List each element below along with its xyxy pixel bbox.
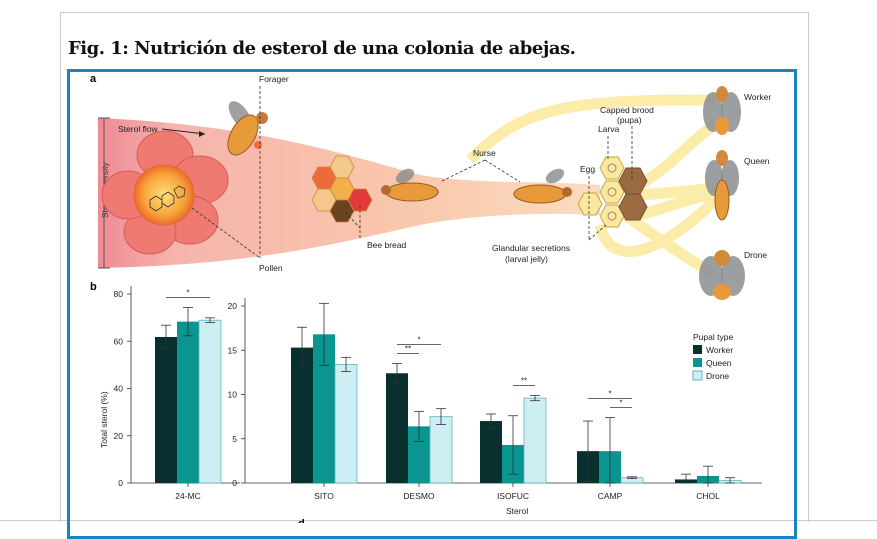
y-tick-label: 5: [232, 434, 237, 444]
drone-label: Drone: [744, 250, 767, 260]
bar-worker-sito: [291, 347, 313, 483]
panel-b-label: b: [90, 281, 97, 293]
x-axis-label: Sterol: [506, 506, 528, 516]
queen-label: Queen: [744, 156, 770, 166]
capped-brood-label: Capped brood: [600, 105, 654, 115]
drone-bee-icon: [699, 250, 745, 300]
sterol-flow-arrow-icon: [161, 128, 206, 135]
nurse-bee-icon: [381, 168, 439, 202]
glandular-secretions-label: Glandular secretions: [492, 243, 570, 253]
significance-mark: *: [619, 399, 622, 408]
bar-worker-24-mc: [155, 336, 177, 483]
legend-swatch-drone: [692, 370, 703, 381]
significance-mark: **: [521, 376, 527, 385]
legend-label-worker: Worker: [706, 345, 733, 355]
x-tick-label: CAMP: [598, 491, 623, 501]
significance-mark: *: [417, 336, 420, 345]
bar-drone-isofuc: [523, 397, 547, 484]
figure-title: Fig. 1: Nutrición de esterol de una colo…: [68, 38, 576, 59]
page-border-bottom: [0, 520, 877, 521]
legend-label-queen: Queen: [706, 358, 732, 368]
bar-drone-sito: [334, 364, 358, 484]
pupa-label: (pupa): [617, 115, 642, 125]
y-tick-label: 20: [114, 431, 124, 441]
y-tick-label: 0: [118, 478, 123, 488]
x-tick-label: SITO: [314, 491, 334, 501]
bar-drone-desmo: [429, 416, 453, 484]
panel-d-label: d: [298, 518, 305, 523]
y-tick-label: 10: [228, 390, 238, 400]
y-tick-label: 20: [228, 301, 238, 311]
legend-swatch-queen: [693, 358, 702, 367]
queen-bee-icon: [705, 150, 739, 221]
y-tick-label: 0: [232, 478, 237, 488]
x-tick-label: CHOL: [696, 491, 720, 501]
legend-swatch-worker: [693, 345, 702, 354]
nurse-bee-icon: [513, 168, 572, 204]
forager-bee-icon: [227, 101, 268, 156]
page-border-top: [60, 12, 808, 13]
significance-mark: *: [186, 288, 189, 297]
worker-label: Worker: [744, 92, 771, 102]
x-tick-label: 24-MC: [175, 491, 201, 501]
bar-queen-desmo: [408, 426, 430, 483]
bee-bread-label: Bee bread: [367, 240, 406, 250]
pollen-label: Pollen: [259, 263, 283, 273]
y-tick-label: 80: [114, 289, 124, 299]
significance-mark: *: [608, 390, 611, 399]
panel-a-label: a: [90, 73, 97, 85]
legend-title: Pupal type: [693, 332, 733, 342]
bar-drone-24-mc: [198, 319, 222, 484]
bar-queen-sito: [313, 334, 335, 483]
page-border-right: [808, 12, 809, 522]
worker-bee-icon: [703, 86, 741, 135]
x-tick-label: ISOFUC: [497, 491, 529, 501]
bar-queen-24-mc: [177, 321, 199, 483]
bee-bread-honeycomb-icon: [311, 155, 373, 223]
forager-label: Forager: [259, 74, 289, 84]
legend: Pupal type Worker Queen Drone: [692, 332, 733, 381]
figure-canvas: a Sterol diversity Sterol flow: [90, 73, 771, 523]
egg-label: Egg: [580, 164, 595, 174]
y-tick-label: 15: [228, 345, 238, 355]
sterol-flow-label: Sterol flow: [118, 124, 159, 134]
nurse-label: Nurse: [473, 148, 496, 158]
significance-mark: **: [405, 345, 411, 354]
larva-label: Larva: [598, 124, 620, 134]
legend-label-drone: Drone: [706, 371, 729, 381]
y-tick-label: 40: [114, 384, 124, 394]
y-axis-label: Total sterol (%): [99, 391, 109, 448]
x-tick-label: DESMO: [403, 491, 435, 501]
bar-worker-isofuc: [480, 421, 502, 483]
y-tick-label: 60: [114, 336, 124, 346]
panel-a-diagram: a Sterol diversity Sterol flow: [90, 73, 771, 300]
page-border-left: [60, 12, 61, 522]
flower-icon: [101, 130, 229, 255]
bar-worker-desmo: [386, 373, 408, 483]
brood-comb-icon: [577, 156, 648, 228]
larval-jelly-label: (larval jelly): [505, 254, 548, 264]
